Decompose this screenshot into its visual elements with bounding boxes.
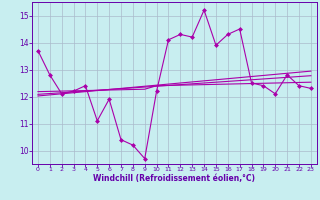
X-axis label: Windchill (Refroidissement éolien,°C): Windchill (Refroidissement éolien,°C) [93,174,255,183]
